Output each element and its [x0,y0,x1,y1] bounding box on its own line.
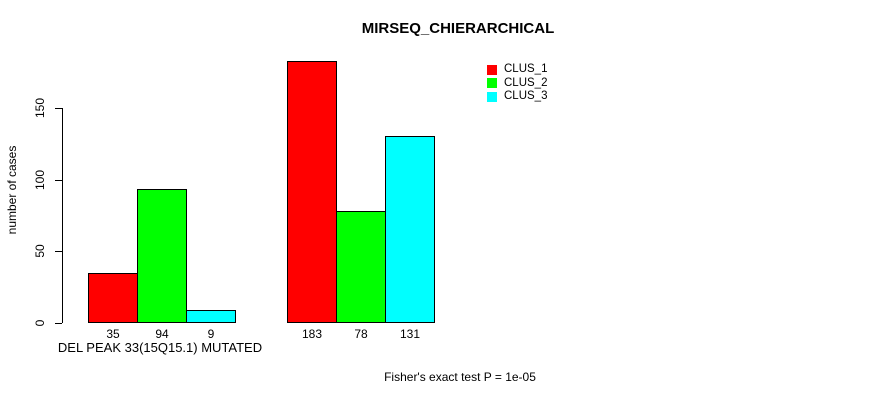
x-axis-label: DEL PEAK 33(15Q15.1) MUTATED [57,340,263,355]
bar-value-label: 183 [301,327,323,341]
legend-swatch-icon [487,64,497,75]
legend: CLUS_1 CLUS_2 CLUS_3 [487,63,547,104]
bar-value-label: 35 [106,327,120,341]
legend-label: CLUS_3 [504,90,548,102]
y-axis-label: number of cases [5,145,19,235]
y-tick-mark [55,251,62,252]
legend-entry-clus_3: CLUS_3 [487,90,547,104]
bar-value-label: 9 [207,327,215,341]
legend-entry-clus_1: CLUS_1 [487,63,547,77]
fisher-test-annotation: Fisher's exact test P = 1e-05 [384,370,536,384]
legend-entry-clus_2: CLUS_2 [487,77,547,91]
bar-value-label: 94 [155,327,169,341]
bar-value-label: 131 [399,327,421,341]
bar-clus_3-group-1 [186,310,236,323]
y-tick-mark [55,323,62,324]
bar-value-label: 78 [354,327,368,341]
bar-clus_1-group-2 [287,61,337,323]
y-tick-label: 50 [33,244,47,258]
bar-clus_2-group-1 [137,189,187,323]
bar-clus_3-group-2 [385,136,435,323]
y-tick-mark [55,108,62,109]
legend-swatch-icon [487,91,497,102]
legend-label: CLUS_1 [504,63,548,75]
bar-clus_2-group-2 [336,211,386,323]
legend-swatch-icon [487,78,497,89]
y-tick-label: 150 [33,97,47,119]
y-tick-mark [55,180,62,181]
y-tick-label: 100 [33,169,47,191]
legend-label: CLUS_2 [504,76,548,89]
y-tick-label: 0 [33,319,47,327]
bar-clus_1-group-1 [88,273,138,323]
y-axis-line [62,108,63,323]
chart-title: MIRSEQ_CHIERARCHICAL [361,20,555,37]
